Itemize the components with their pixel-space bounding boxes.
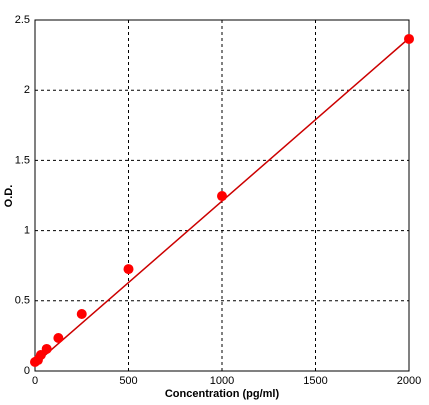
x-tick-label: 1000	[210, 375, 234, 387]
data-point	[53, 333, 64, 344]
data-point	[404, 33, 414, 44]
y-tick-label: 0	[24, 365, 30, 377]
x-axis-label: Concentration (pg/ml)	[165, 388, 280, 400]
y-axis-label: O.D.	[3, 185, 15, 208]
data-point	[41, 343, 52, 354]
y-tick-label: 1	[24, 225, 30, 237]
y-tick-label: 2	[24, 84, 30, 96]
data-point	[123, 264, 134, 275]
x-tick-label: 1500	[303, 375, 327, 387]
y-tick-label: 1.5	[15, 154, 30, 166]
data-point	[76, 308, 87, 319]
x-tick-label: 500	[119, 375, 137, 387]
data-point	[217, 191, 227, 202]
x-tick-label: 0	[32, 375, 38, 387]
y-tick-label: 2.5	[15, 14, 30, 26]
fit-line	[34, 37, 410, 365]
x-tick-label: 2000	[397, 375, 421, 387]
y-tick-label: 0.5	[15, 295, 30, 307]
plot-frame	[34, 19, 410, 372]
